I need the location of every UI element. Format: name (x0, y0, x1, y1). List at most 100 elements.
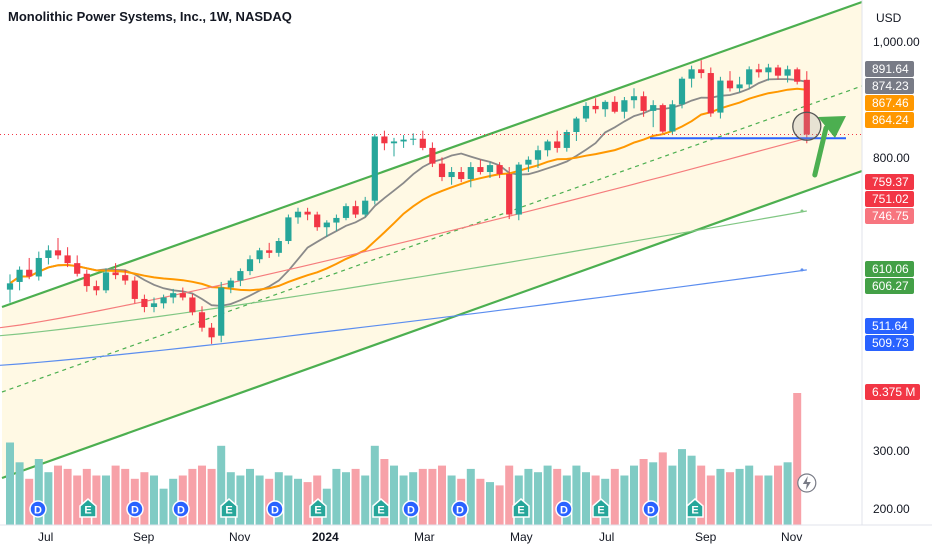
volume-bar (217, 445, 226, 525)
volume-bar (370, 445, 379, 525)
volume-bar (447, 475, 456, 525)
candle-body (458, 172, 465, 180)
dividend-marker (29, 500, 47, 518)
dividend-marker (126, 500, 144, 518)
candle-body (448, 172, 455, 178)
candle-body (179, 293, 186, 298)
volume-bar (82, 468, 91, 525)
price-tag-ma200-b-text: 509.73 (872, 336, 909, 350)
volume-bar (121, 468, 130, 525)
volume-bar (246, 468, 254, 525)
candle-body (746, 69, 753, 85)
earnings-marker (686, 498, 704, 518)
volume-bar (159, 488, 168, 525)
annotation-layer (0, 111, 862, 178)
volume-bar (697, 465, 706, 525)
price-tag-ma100-a-text: 610.06 (872, 262, 909, 276)
dividend-marker-label: D (131, 505, 139, 517)
volume-bar (466, 468, 475, 525)
candle-body (678, 78, 686, 105)
earnings-marker-label: E (377, 505, 384, 517)
candle-body (438, 163, 446, 178)
volume-bar (178, 475, 187, 525)
date-label-may-2024: May (510, 530, 533, 544)
price-tag-ma200-a (865, 318, 914, 334)
date-label-nov-2024: Nov (781, 530, 802, 544)
ma50-line (0, 137, 807, 329)
volume-bar (351, 468, 360, 525)
volume-bar (476, 478, 485, 525)
price-tag-ma100-b (865, 278, 914, 294)
price-tag-last-close (865, 174, 914, 190)
ma100-line (0, 210, 807, 337)
date-label-sep-2023: Sep (133, 530, 155, 544)
earnings-marker-label: E (225, 505, 232, 517)
volume-bar (73, 475, 82, 525)
volume-bar (524, 468, 533, 525)
candle-body (112, 272, 119, 276)
candle-body (640, 96, 647, 111)
volume-bar (726, 472, 734, 525)
earnings-marker-label: E (84, 505, 91, 517)
candle-body (400, 139, 407, 142)
candle-body (803, 79, 810, 135)
price-tag-ma10-a-text: 891.64 (872, 62, 909, 76)
price-label-200: 200.00 (873, 502, 910, 516)
volume-bar (34, 459, 43, 525)
dividend-marker-label: D (34, 505, 42, 517)
volume-bar (332, 468, 341, 525)
volume-bar (198, 465, 206, 525)
candle-body (544, 141, 551, 151)
volume-bar (639, 459, 648, 525)
volume-bar (255, 475, 264, 525)
volume-bar (226, 472, 235, 525)
ma100-end-dot (800, 209, 804, 213)
volume-bar (687, 455, 696, 525)
candle-body (554, 141, 561, 148)
volume-bar (294, 478, 302, 525)
volume-bar (774, 465, 782, 525)
earnings-marker-label: E (597, 505, 604, 517)
volume-bar (543, 465, 552, 525)
volume-bar (63, 468, 72, 525)
volume-bar (6, 442, 14, 525)
candle-body (131, 280, 138, 299)
volume-bar (678, 449, 686, 525)
price-tag-ma50-a (865, 191, 914, 207)
candle-body (256, 250, 263, 260)
earnings-marker-label: E (314, 505, 321, 517)
candle-body (227, 280, 234, 288)
channel-lower-line (1, 169, 863, 480)
dividend-marker (266, 500, 284, 518)
candle-body (314, 214, 321, 228)
volume-bar (409, 472, 418, 525)
volume-bar (390, 465, 398, 525)
highlight-circle (792, 111, 822, 141)
candle-body (237, 271, 244, 281)
candle-body (285, 217, 292, 242)
earnings-marker (592, 498, 610, 518)
candle-body (16, 269, 23, 282)
ma200-line (0, 269, 807, 366)
trend-arrow-head (818, 116, 846, 138)
candle-body (736, 84, 743, 89)
candle-body (659, 105, 666, 132)
candle-body (198, 312, 206, 328)
candle-body (774, 67, 782, 76)
volume-bar (505, 465, 514, 525)
earnings-marker-label: E (517, 505, 524, 517)
price-tag-ma100-b-text: 606.27 (872, 279, 909, 293)
volume-bar (793, 393, 802, 525)
volume-bar (764, 475, 773, 525)
price-label-800: 800.00 (873, 151, 910, 165)
candle-body (266, 250, 273, 253)
candle-body (582, 105, 590, 119)
volume-bar (54, 465, 62, 525)
volume-bar (169, 478, 178, 525)
candle-body (467, 167, 474, 180)
candle-body (784, 69, 791, 76)
volume-bar (150, 475, 158, 525)
earnings-marker (220, 498, 238, 518)
volume-bar (649, 462, 658, 525)
